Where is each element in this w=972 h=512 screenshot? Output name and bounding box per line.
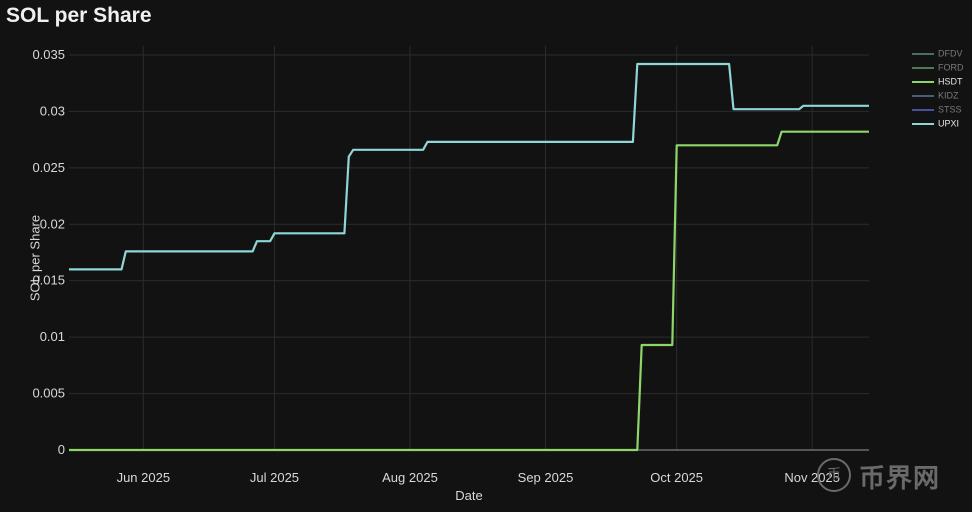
legend-swatch <box>912 52 934 55</box>
legend-label: KIDZ <box>938 90 959 101</box>
grid-layer <box>69 46 869 451</box>
axis-layer: 0 0.005 0.01 0.015 0.02 0.025 0.03 0.035 Jun 202… <box>32 47 840 485</box>
y-tick-label: 0.005 <box>32 386 65 401</box>
legend-label: STSS <box>938 104 962 115</box>
y-tick-label: 0.035 <box>32 47 65 62</box>
legend: DFDV FORD HSDT KIDZ STSS UPXI <box>912 46 964 130</box>
legend-item-dfdv[interactable]: DFDV <box>912 46 964 60</box>
x-tick-label: Oct 2025 <box>650 470 703 485</box>
y-tick-label: 0 <box>58 442 65 457</box>
watermark-logo: 币 币界网 <box>817 456 967 496</box>
legend-item-upxi[interactable]: UPXI <box>912 116 964 130</box>
series-line-upxi <box>69 62 869 271</box>
legend-item-ford[interactable]: FORD <box>912 60 964 74</box>
series-layer <box>69 62 869 452</box>
watermark-text: 币界网 <box>859 464 941 494</box>
legend-label: UPXI <box>938 118 960 129</box>
legend-label: DFDV <box>938 48 963 59</box>
y-tick-label: 0.01 <box>40 329 65 344</box>
legend-swatch <box>912 94 934 97</box>
legend-swatch <box>912 66 934 69</box>
x-tick-label: Aug 2025 <box>382 470 438 485</box>
legend-swatch <box>912 122 934 125</box>
x-axis-title: Date <box>455 488 483 503</box>
legend-item-hsdt[interactable]: HSDT <box>912 74 964 88</box>
y-tick-label: 0.02 <box>40 216 65 231</box>
legend-label: HSDT <box>938 76 963 87</box>
legend-label: FORD <box>938 62 964 73</box>
legend-swatch <box>912 80 934 83</box>
y-tick-label: 0.025 <box>32 160 65 175</box>
x-tick-label: Sep 2025 <box>518 470 574 485</box>
series-line-hsdt <box>69 130 869 452</box>
legend-item-kidz[interactable]: KIDZ <box>912 88 964 102</box>
x-tick-label: Jul 2025 <box>250 470 299 485</box>
y-tick-label: 0.015 <box>32 273 65 288</box>
y-tick-label: 0.03 <box>40 103 65 118</box>
x-tick-label: Jun 2025 <box>117 470 171 485</box>
legend-swatch <box>912 108 934 111</box>
watermark-coin-icon: 币 <box>817 458 851 492</box>
legend-item-stss[interactable]: STSS <box>912 102 964 116</box>
chart-title: SOL per Share <box>6 4 152 27</box>
y-axis-title: SOL per Share <box>27 214 43 302</box>
